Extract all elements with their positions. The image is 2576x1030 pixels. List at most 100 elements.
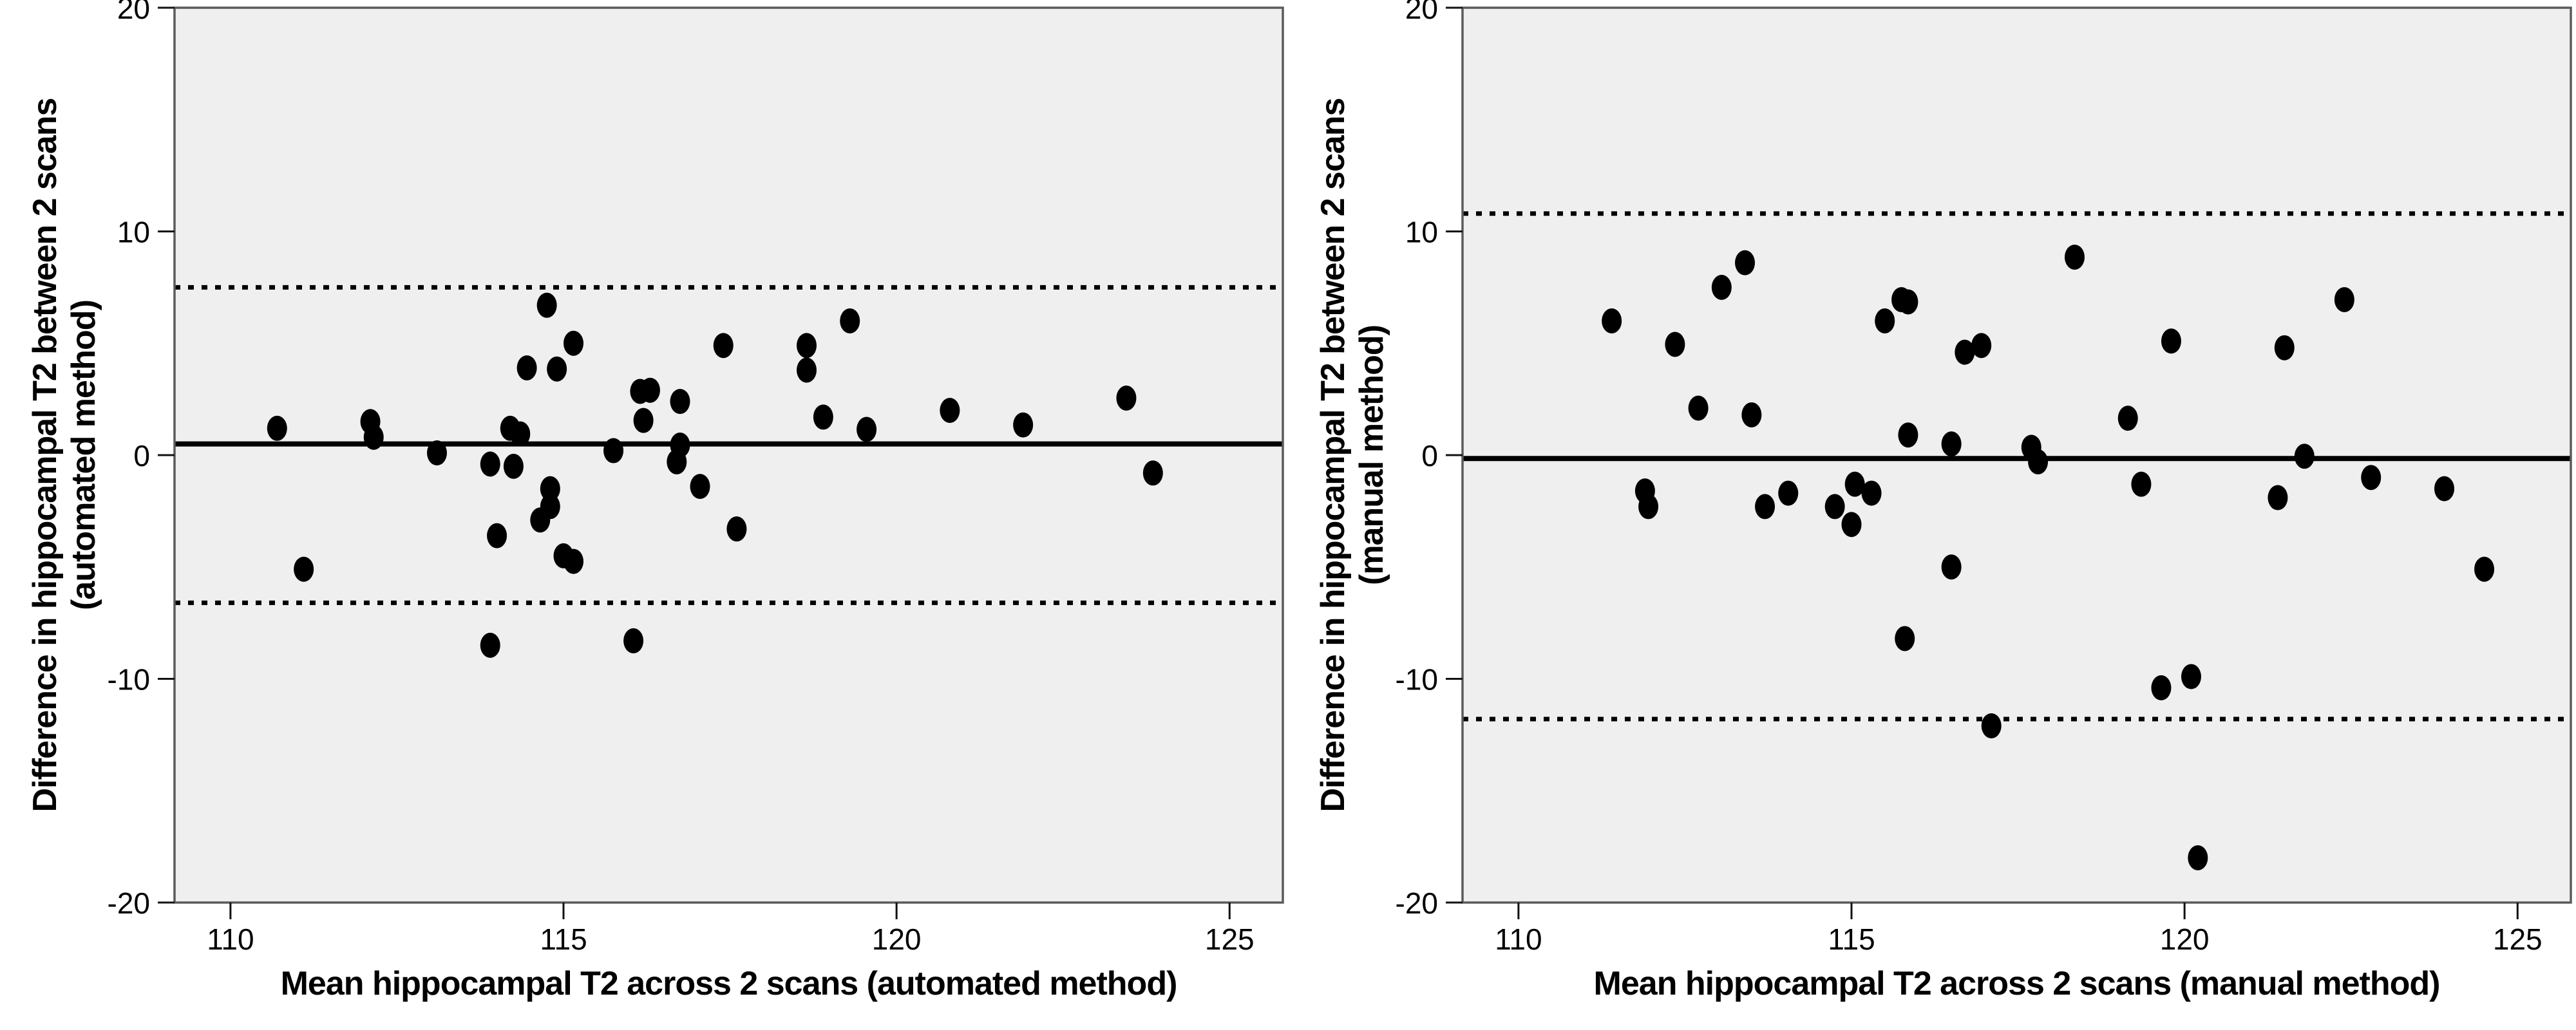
data-point [1013, 412, 1034, 438]
data-point [1142, 460, 1163, 486]
data-point [2361, 465, 2382, 491]
data-point [564, 548, 584, 574]
data-point [564, 330, 584, 356]
data-point [2334, 286, 2354, 312]
y-tick-label: -10 [1396, 663, 1438, 697]
data-point [1841, 512, 1862, 538]
data-point [713, 333, 734, 359]
y-axis-title-line2: (manual method) [1353, 325, 1390, 585]
data-point [633, 407, 654, 433]
y-tick-label: -10 [108, 663, 150, 697]
data-point [426, 440, 447, 466]
data-point [1941, 431, 1962, 457]
data-point [623, 628, 644, 653]
x-tick-label: 125 [1205, 922, 1255, 956]
data-point [1875, 308, 1895, 333]
y-axis-title-automated: Difference in hippocampal T2 between 2 s… [26, 98, 103, 812]
data-point [1602, 308, 1622, 333]
data-point [2434, 476, 2454, 501]
data-point [797, 357, 817, 383]
data-point [2474, 556, 2495, 582]
data-point [1941, 554, 1962, 580]
y-tick-label: 0 [1421, 439, 1438, 473]
data-point [2028, 449, 2049, 474]
data-point [547, 356, 567, 382]
data-point [1711, 274, 1732, 300]
data-point [1898, 289, 1918, 315]
data-point [1778, 480, 1799, 506]
data-point [2117, 406, 2138, 431]
data-point [1741, 402, 1762, 427]
plot-area-automated: 20 10 0 -10 -20 110 115 120 125 [108, 0, 1284, 956]
data-point [530, 507, 551, 533]
y-axis-title-manual: Difference in hippocampal T2 between 2 s… [1314, 98, 1391, 812]
data-point [540, 476, 560, 501]
data-point [1971, 333, 1992, 359]
data-point [797, 333, 817, 359]
data-point [2131, 471, 2152, 497]
x-tick-label: 110 [207, 922, 254, 956]
data-point [2268, 485, 2288, 510]
x-axis-title-manual: Mean hippocampal T2 across 2 scans (manu… [1593, 965, 2441, 1002]
data-point [536, 292, 557, 318]
plot-area-manual: 20 10 0 -10 -20 110 115 120 125 [1396, 0, 2572, 956]
data-point [487, 523, 507, 548]
x-tick-label: 115 [540, 922, 587, 956]
plot-background [1463, 8, 2571, 903]
data-point [667, 449, 687, 474]
panel-manual: 20 10 0 -10 -20 110 115 120 125 Difference in hi… [1288, 0, 2576, 1030]
data-point [1898, 422, 1918, 448]
y-axis-title-line1: Difference in hippocampal T2 between 2 s… [26, 98, 64, 812]
data-point [503, 453, 524, 479]
data-point [670, 389, 690, 415]
data-point [2188, 845, 2208, 870]
panel-automated: 20 10 0 -10 -20 110 115 120 125 Difference in hi… [26, 0, 1284, 1002]
y-tick-label: 0 [133, 439, 150, 473]
x-tick-label: 115 [1828, 922, 1875, 956]
data-point [1981, 713, 2002, 738]
data-point [639, 377, 660, 403]
data-point [840, 308, 860, 333]
data-point [363, 424, 384, 450]
data-point [1955, 339, 1975, 365]
y-tick-label: 10 [117, 216, 150, 249]
y-axis-title-line2: (automated method) [65, 300, 102, 610]
data-point [1895, 626, 1915, 651]
data-point [690, 474, 710, 500]
data-point [2064, 244, 2085, 270]
y-tick-label: 10 [1405, 216, 1438, 249]
data-point [2161, 328, 2181, 354]
y-tick-label: 20 [117, 0, 150, 25]
y-tick-label: -20 [1396, 886, 1438, 920]
data-point [510, 421, 531, 447]
x-tick-label: 110 [1495, 922, 1542, 956]
data-point [1755, 494, 1776, 520]
data-point [1844, 471, 1865, 497]
data-point [1638, 494, 1659, 520]
data-point [1665, 332, 1685, 357]
data-point [1824, 494, 1845, 520]
data-point [267, 415, 287, 441]
y-tick-label: -20 [108, 886, 150, 920]
y-tick-label: 20 [1405, 0, 1438, 25]
data-point [603, 438, 624, 464]
data-point [940, 398, 960, 423]
x-tick-label: 120 [2160, 922, 2210, 956]
data-point [480, 632, 500, 658]
data-point [813, 404, 833, 430]
data-point [294, 556, 314, 582]
data-point [516, 355, 537, 380]
plot-background [175, 8, 1283, 903]
data-point [726, 516, 747, 542]
y-axis-title-line1: Difference in hippocampal T2 between 2 s… [1314, 98, 1352, 812]
x-tick-label: 120 [872, 922, 922, 956]
data-point [1735, 250, 1756, 276]
data-point [2274, 335, 2295, 360]
data-point [480, 451, 500, 477]
data-point [1116, 385, 1137, 411]
x-axis-title-automated: Mean hippocampal T2 across 2 scans (auto… [280, 965, 1178, 1002]
data-point [1688, 395, 1709, 421]
data-point [857, 417, 877, 442]
data-point [2294, 444, 2315, 469]
